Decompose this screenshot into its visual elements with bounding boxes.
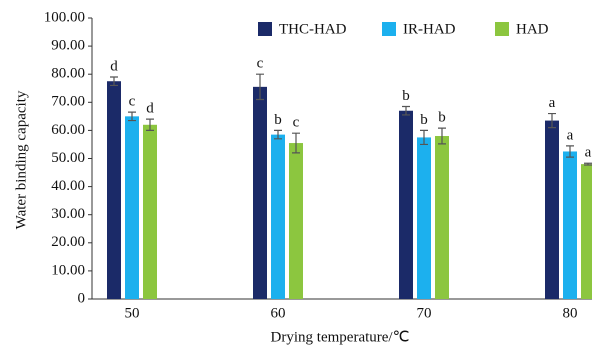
legend-swatch bbox=[382, 22, 396, 36]
legend-label: THC-HAD bbox=[279, 21, 347, 37]
error-bar bbox=[438, 127, 446, 145]
significance-letter: b bbox=[274, 112, 282, 128]
legend-label: HAD bbox=[516, 21, 549, 37]
bar bbox=[563, 151, 577, 299]
error-bar bbox=[110, 76, 118, 87]
error-bar bbox=[402, 105, 410, 116]
y-tick-label: 90.00 bbox=[51, 38, 85, 54]
significance-letter: c bbox=[293, 115, 300, 131]
bar bbox=[253, 86, 267, 299]
error-bar bbox=[274, 129, 282, 140]
error-bar bbox=[548, 112, 556, 129]
significance-letter: a bbox=[549, 95, 556, 111]
significance-letter: b bbox=[402, 88, 410, 104]
x-tick-label: 60 bbox=[271, 305, 286, 321]
legend-label: IR-HAD bbox=[403, 21, 456, 37]
bar bbox=[107, 81, 121, 299]
bar bbox=[125, 116, 139, 299]
significance-letter: c bbox=[257, 56, 264, 72]
y-tick-label: 50.00 bbox=[51, 150, 85, 166]
x-tick-label: 80 bbox=[563, 305, 578, 321]
significance-letter: b bbox=[420, 112, 428, 128]
legend-swatch bbox=[258, 22, 272, 36]
error-bar bbox=[146, 118, 154, 131]
error-bar bbox=[128, 111, 136, 122]
bar bbox=[581, 164, 592, 299]
y-tick-label: 100.00 bbox=[44, 9, 85, 25]
legend-swatch bbox=[495, 22, 509, 36]
significance-letter: d bbox=[146, 101, 154, 117]
error-bar bbox=[256, 73, 264, 101]
significance-letter: a bbox=[585, 145, 592, 161]
y-tick-label: 60.00 bbox=[51, 122, 85, 138]
x-tick-label: 70 bbox=[417, 305, 432, 321]
significance-letter: a bbox=[567, 127, 574, 143]
significance-letter: b bbox=[438, 110, 446, 126]
bar bbox=[143, 124, 157, 299]
y-tick-label: 30.00 bbox=[51, 206, 85, 222]
bar bbox=[289, 143, 303, 299]
error-bar bbox=[584, 162, 592, 166]
error-bar bbox=[292, 132, 300, 154]
y-tick-label: 80.00 bbox=[51, 66, 85, 82]
y-tick-label: 40.00 bbox=[51, 178, 85, 194]
bar bbox=[399, 110, 413, 299]
error-bar bbox=[566, 145, 574, 158]
y-tick-label: 0 bbox=[78, 290, 86, 306]
bar bbox=[271, 134, 285, 299]
y-tick-label: 10.00 bbox=[51, 262, 85, 278]
bar bbox=[545, 120, 559, 299]
bar bbox=[417, 137, 431, 299]
x-axis-label: Drying temperature/℃ bbox=[271, 329, 410, 345]
significance-letter: c bbox=[129, 94, 136, 110]
error-bar bbox=[420, 129, 428, 146]
y-tick-label: 20.00 bbox=[51, 234, 85, 250]
x-tick-label: 50 bbox=[125, 305, 140, 321]
significance-letter: d bbox=[110, 58, 118, 74]
y-tick-label: 70.00 bbox=[51, 94, 85, 110]
y-axis-label: Water binding capacity bbox=[13, 90, 29, 229]
bar bbox=[435, 136, 449, 299]
